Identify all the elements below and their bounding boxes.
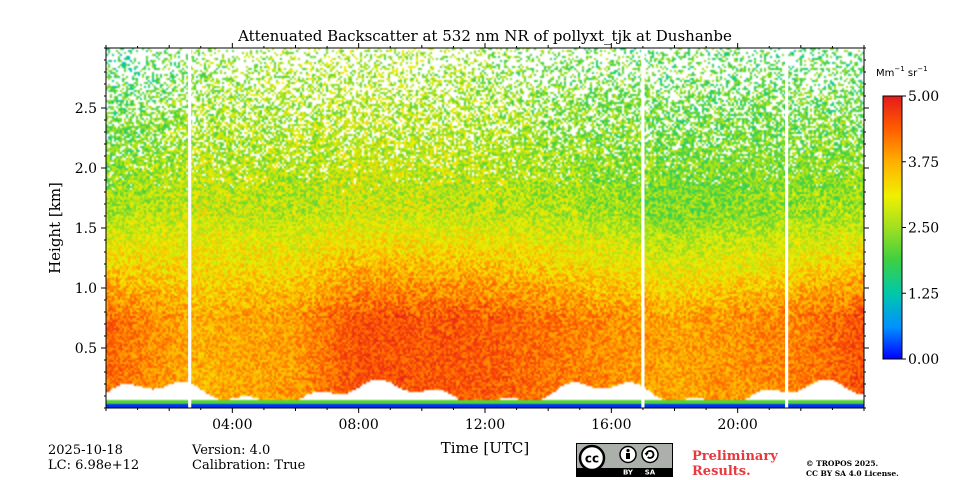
colorbar-unit-exp2: −1 [917, 65, 927, 73]
colorbar-tick-label: 1.25 [908, 286, 939, 302]
y-axis-label: Height [km] [46, 182, 64, 274]
cc-icon [578, 444, 606, 472]
preliminary-results-note: Preliminary Results. [692, 449, 778, 479]
data-gaps [188, 48, 789, 408]
x-tick-label: 12:00 [465, 417, 505, 433]
x-tick-label: 16:00 [591, 417, 631, 433]
colorbar-axis: 0.00 1.25 2.50 3.75 5.00 [902, 89, 939, 368]
x-tick-label: 04:00 [212, 417, 252, 433]
y-tick-label: 2.5 [75, 101, 97, 117]
y-axis: 0.5 1.0 1.5 2.0 2.5 [75, 47, 869, 409]
cc-icon-text: cc [585, 452, 599, 466]
cc-license-badge: cc BY SA [576, 443, 673, 477]
colorbar-unit-exp1: −1 [894, 65, 904, 73]
sa-label: SA [645, 469, 656, 477]
data-gap [188, 48, 192, 408]
date-text: 2025-10-18 [48, 443, 123, 458]
chart-title: Attenuated Backscatter at 532 nm NR of p… [237, 27, 732, 45]
colorbar-unit: Mm−1 sr−1 [876, 65, 928, 79]
colorbar-unit-mid: sr [905, 68, 918, 79]
x-axis: 04:00 08:00 12:00 16:00 20:00 [105, 43, 865, 433]
colorbar-tick-label: 2.50 [908, 221, 939, 237]
colorbar-tick-label: 0.00 [908, 352, 939, 368]
calibration-text: Calibration: True [192, 458, 306, 473]
data-gap [641, 48, 645, 408]
colorbar-tick-label: 5.00 [908, 89, 939, 105]
colorbar [882, 95, 903, 360]
x-axis-label: Time [UTC] [441, 439, 530, 457]
colorbar-unit-base: Mm [876, 68, 894, 79]
colorbar-tick-label: 3.75 [908, 155, 939, 171]
heatmap-cells [106, 48, 864, 408]
x-tick-label: 08:00 [338, 417, 378, 433]
copyright-line-2: CC BY SA 4.0 License. [806, 469, 899, 478]
copyright-line-1: © TROPOS 2025. [806, 459, 879, 468]
sa-icon [641, 445, 659, 464]
y-tick-label: 1.0 [75, 281, 97, 297]
x-tick-label: 20:00 [717, 417, 757, 433]
y-tick-label: 0.5 [75, 341, 97, 357]
preliminary-line-2: Results. [692, 464, 751, 479]
data-gap [785, 48, 789, 408]
version-text: Version: 4.0 [192, 443, 271, 458]
y-tick-label: 1.5 [75, 221, 97, 237]
by-label: BY [623, 469, 634, 477]
preliminary-line-1: Preliminary [692, 449, 778, 464]
y-tick-label: 2.0 [75, 161, 97, 177]
lidar-constant-text: LC: 6.98e+12 [48, 458, 140, 473]
copyright-note: © TROPOS 2025. CC BY SA 4.0 License. [806, 459, 899, 479]
